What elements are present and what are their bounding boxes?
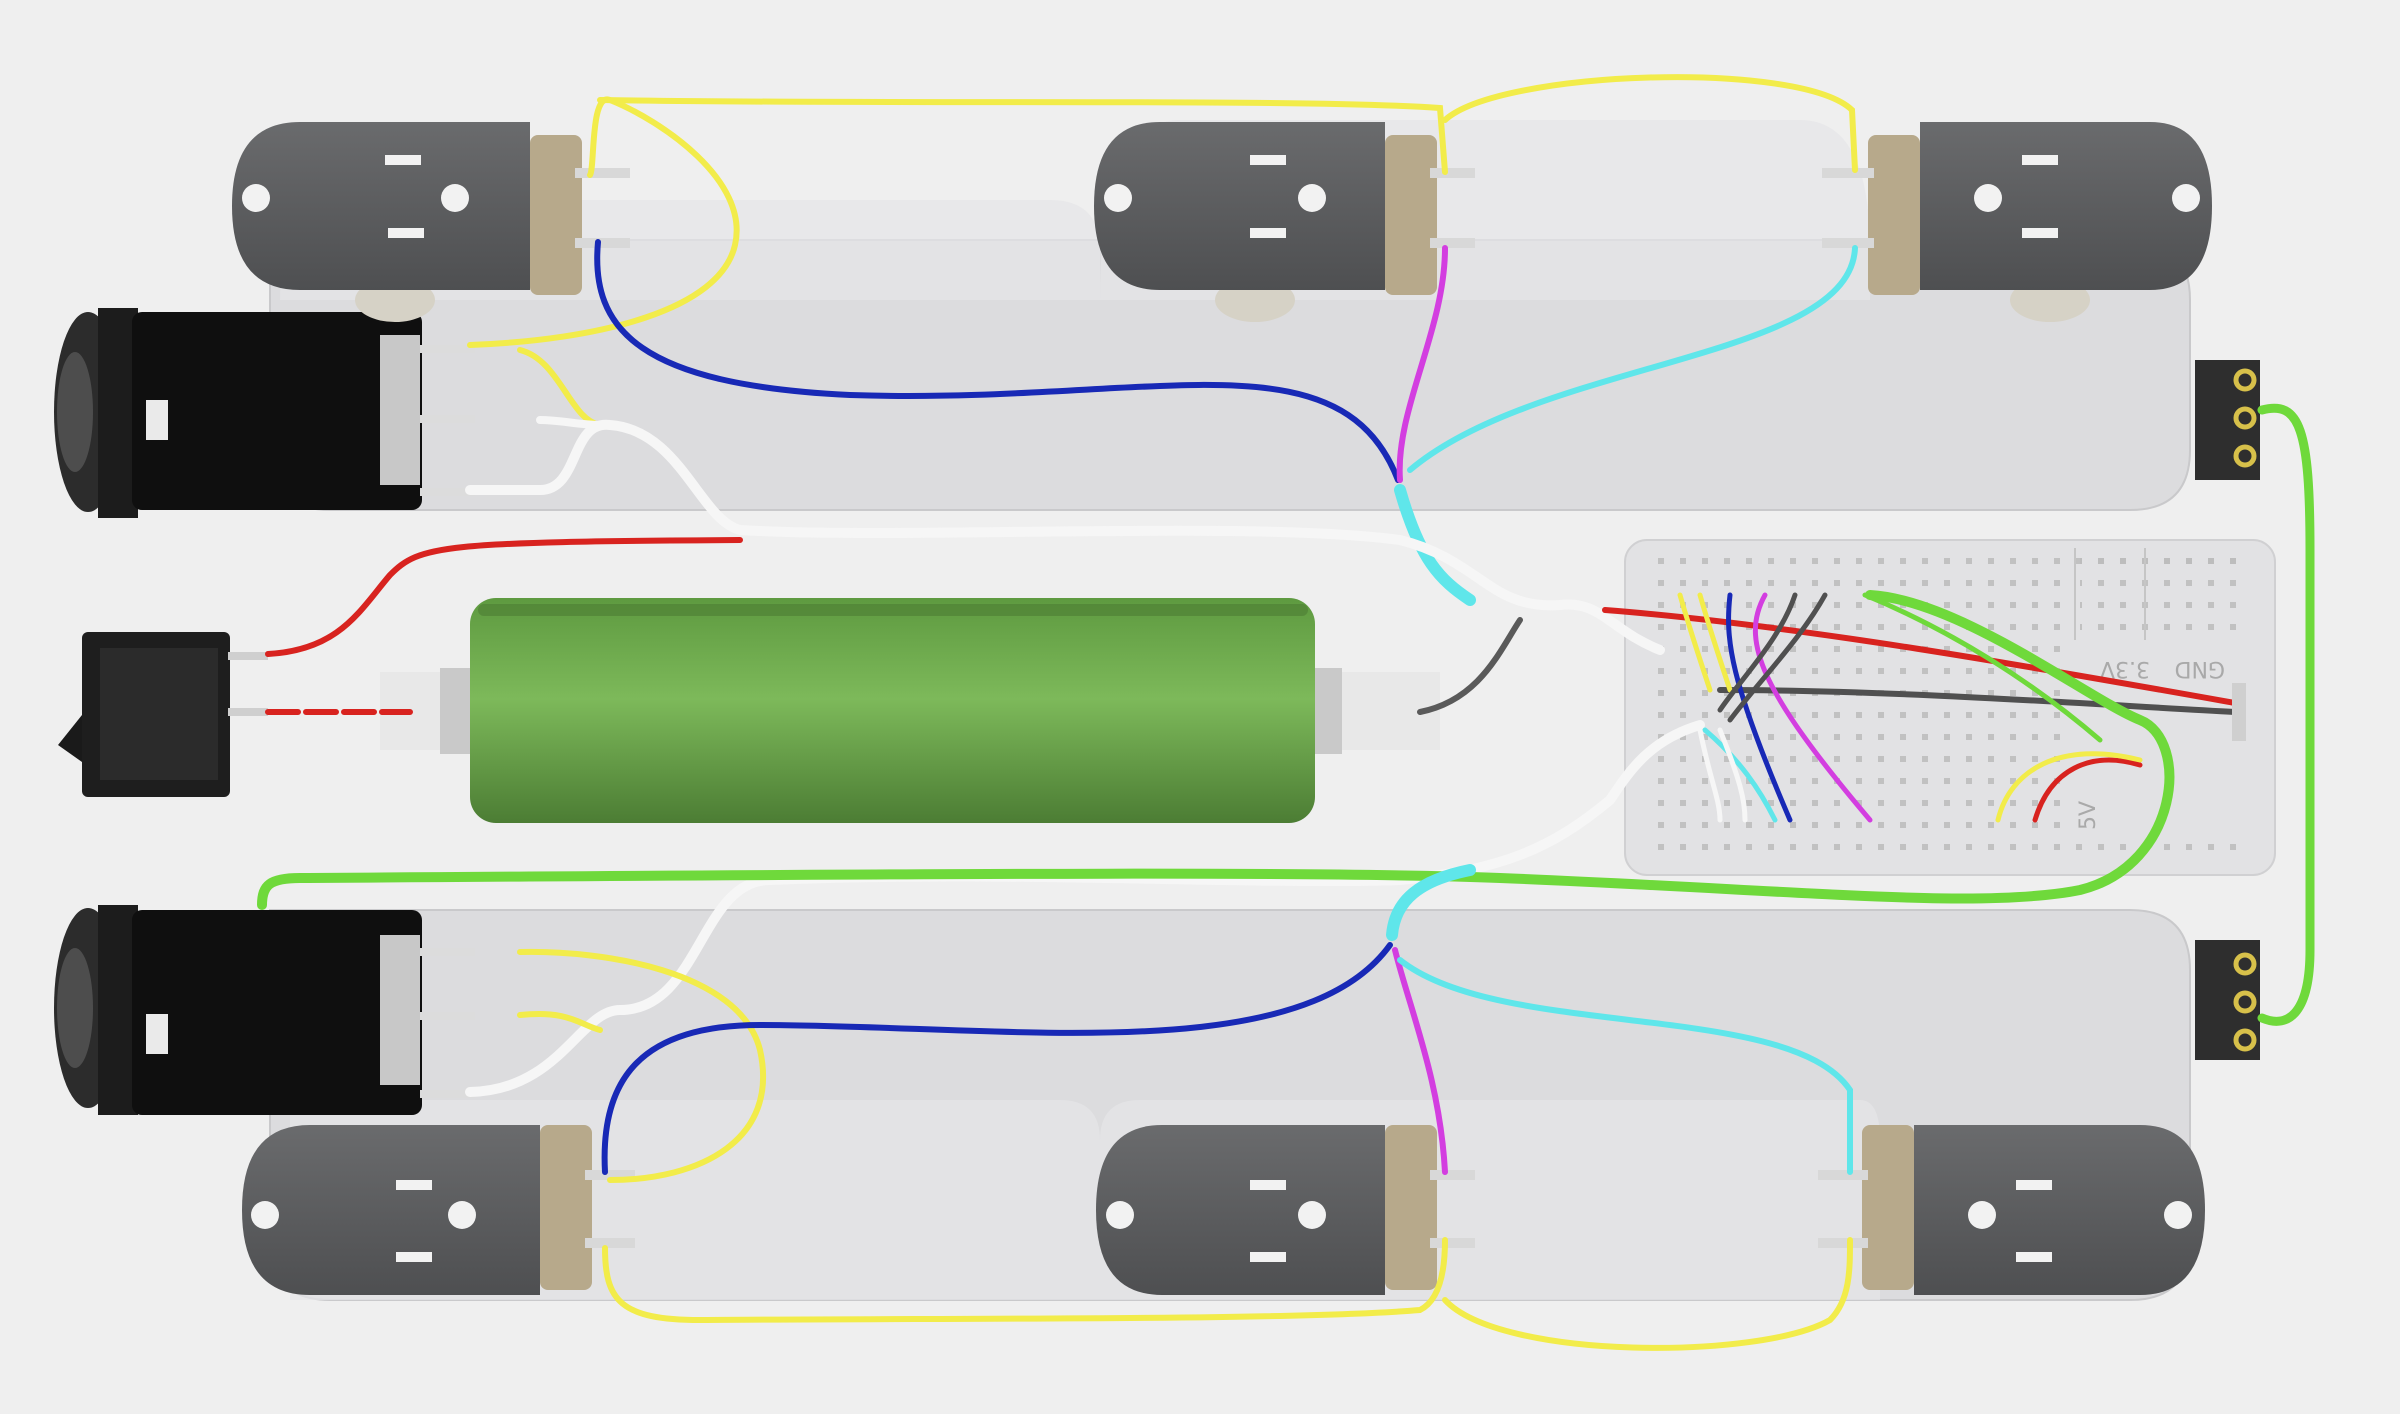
jumper-black: [1717, 592, 1798, 713]
jumper-green: [1862, 592, 2103, 743]
wire-yellow-top-2: [597, 97, 1448, 175]
wire-magenta-bottom: [1392, 947, 1448, 1175]
jumper-cyan: [1702, 727, 1778, 823]
jumper-yellow: [1677, 592, 1713, 693]
wire-cyan-bundle-bottom: [1386, 864, 1476, 941]
wires: [257, 74, 2315, 1351]
jack-socket-top-1: [232, 122, 630, 322]
pin-header-top: [2195, 360, 2260, 480]
wire-red-breadboard: [1602, 607, 2238, 706]
wire-white-top: [465, 419, 1665, 655]
wire-white-top-2: [536, 416, 604, 429]
label-3v3: 3.3V: [2100, 656, 2150, 681]
wire-green-header: [2257, 403, 2315, 1026]
wire-yellow-bottom-4: [517, 1011, 603, 1033]
power-switch: [58, 632, 268, 797]
jack-socket-bottom-1: [242, 1125, 635, 1295]
wire-cyan-bundle-top: [1394, 484, 1476, 606]
wire-blue-top: [594, 239, 1401, 483]
wire-green-long: [257, 590, 2175, 910]
jack-socket-bottom-2: [1096, 1125, 1475, 1295]
jack-socket-top-2: [1094, 122, 1475, 322]
wire-black-breadboard: [1717, 687, 2238, 715]
jumper-white: [1697, 727, 1723, 823]
jumper-yellow-3: [1995, 751, 2143, 823]
jack-socket-top-3: [1822, 122, 2212, 322]
jumper-black-2: [1727, 592, 1828, 723]
wire-magenta-top: [1396, 245, 1448, 483]
wire-yellow-bottom-2: [602, 1237, 1448, 1324]
audio-jack-bottom: [54, 905, 475, 1115]
wire-yellow-bottom-1: [517, 948, 767, 1183]
wire-cyan-bottom: [1397, 957, 1853, 1175]
label-gnd: GND: [2175, 656, 2225, 681]
battery-cell: [380, 598, 1440, 823]
jumper-yellow-2: [1697, 592, 1733, 693]
jumper-blue: [1726, 592, 1793, 823]
wire-blue-bottom: [601, 942, 1393, 1175]
jumper-red: [2032, 757, 2143, 823]
wire-cyan-top: [1407, 245, 1858, 473]
audio-jack-top: [54, 308, 475, 518]
pin-header-bottom: [2195, 940, 2260, 1060]
breadboard-connector: [2232, 683, 2246, 741]
wire-yellow-top-3: [1442, 74, 1858, 173]
breadboard: GND 3.3V 5V: [1624, 539, 2276, 876]
jack-socket-bottom-3: [1818, 1125, 2205, 1295]
wire-red-switch: [265, 537, 743, 657]
wire-yellow-bottom-3: [1442, 1237, 1853, 1351]
jumper-white-2: [1717, 727, 1748, 823]
wire-gray-battery: [1417, 617, 1523, 715]
label-5v: 5V: [2076, 801, 2101, 830]
